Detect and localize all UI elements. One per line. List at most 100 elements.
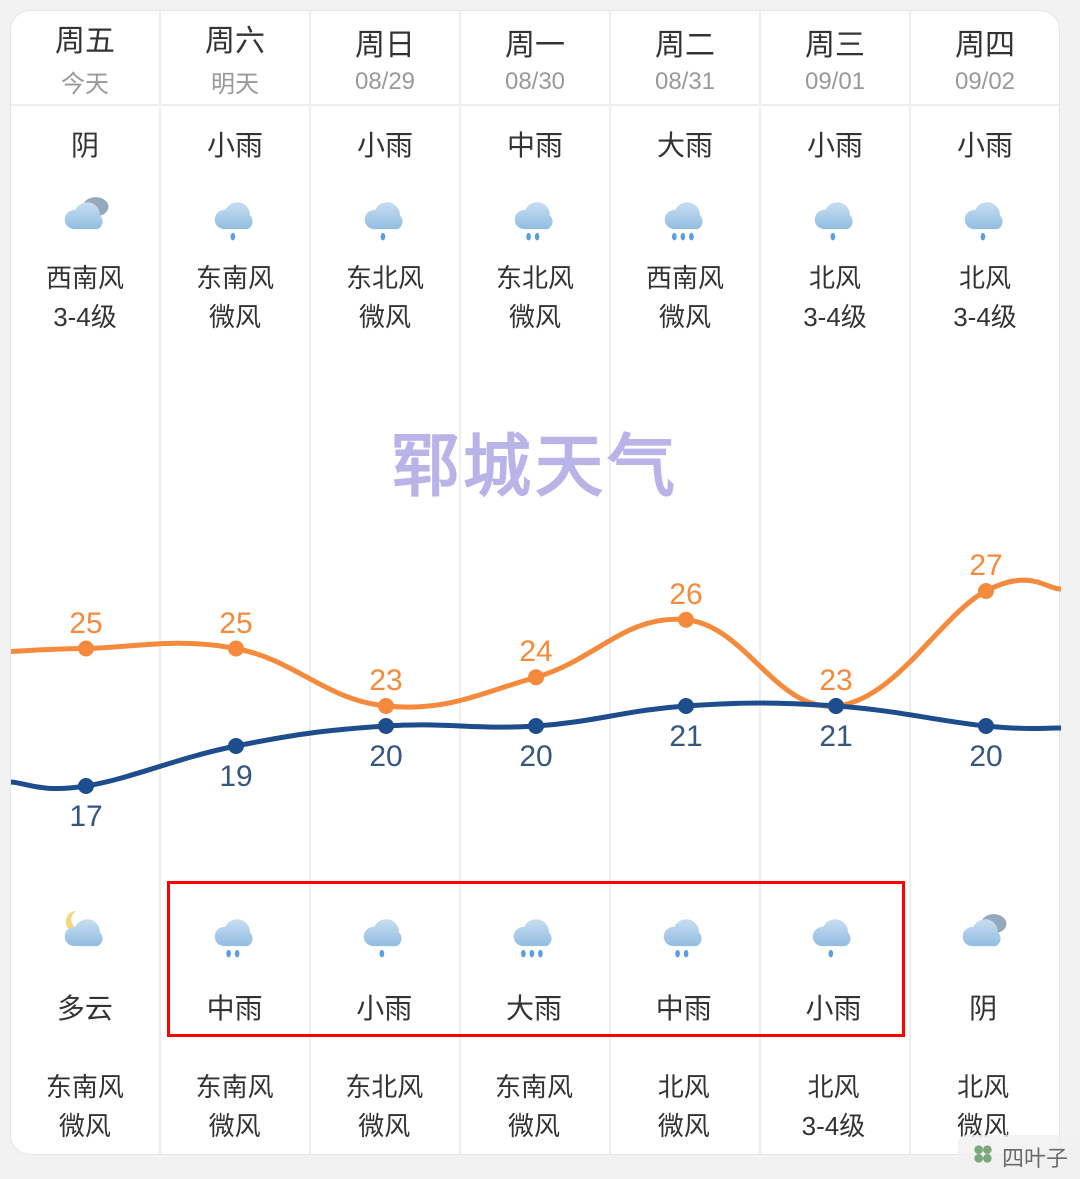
wind-level: 微风 <box>359 297 411 334</box>
footer-badge: 四叶子 <box>958 1135 1080 1179</box>
day-header: 周四 09/02 <box>911 11 1059 106</box>
weather-icon <box>500 176 570 246</box>
night-column: 小雨北风3-4级 <box>760 881 910 1154</box>
high-temp-label: 27 <box>969 549 1002 583</box>
wind-direction: 东北风 <box>496 258 574 295</box>
day-condition: 小雨 <box>807 124 863 164</box>
day-condition: 大雨 <box>657 124 713 164</box>
low-temp-label: 21 <box>669 720 702 754</box>
high-temp-label: 25 <box>69 607 102 641</box>
day-weather: 小雨北风3-4级 <box>800 124 870 334</box>
day-of-week: 周三 <box>805 20 865 64</box>
night-wind-level: 3-4级 <box>802 1106 866 1143</box>
day-header: 周日 08/29 <box>311 11 459 106</box>
wind-direction: 西南风 <box>646 258 724 295</box>
high-temp-label: 23 <box>369 664 402 698</box>
night-condition: 中雨 <box>207 987 263 1027</box>
night-wind-direction: 东南风 <box>495 1067 573 1104</box>
wind-direction: 东北风 <box>346 258 424 295</box>
night-weather-icon <box>349 893 419 963</box>
day-weather: 大雨西南风微风 <box>646 124 724 334</box>
high-temp-label: 23 <box>819 664 852 698</box>
wind-direction: 西南风 <box>46 258 124 295</box>
wind-level: 微风 <box>659 297 711 334</box>
day-of-week: 周二 <box>655 20 715 64</box>
day-of-week: 周五 <box>55 16 115 60</box>
night-weather-icon <box>649 893 719 963</box>
day-condition: 阴 <box>71 124 99 164</box>
day-of-week: 周六 <box>205 16 265 60</box>
weather-icon <box>350 176 420 246</box>
wind-direction: 北风 <box>809 258 861 295</box>
day-weather: 小雨东北风微风 <box>346 124 424 334</box>
low-temp-label: 20 <box>369 740 402 774</box>
night-column: 多云东南风微风 <box>11 881 161 1154</box>
night-column: 小雨东北风微风 <box>310 881 460 1154</box>
day-weather: 小雨东南风微风 <box>196 124 274 334</box>
wind-level: 3-4级 <box>953 297 1017 334</box>
night-weather-icon <box>499 893 569 963</box>
night-wind-direction: 北风 <box>957 1067 1009 1104</box>
day-header: 周五今天 <box>11 11 159 106</box>
night-wind-level: 微风 <box>508 1106 560 1143</box>
day-weather: 中雨东北风微风 <box>496 124 574 334</box>
day-weather: 阴西南风3-4级 <box>46 124 124 334</box>
low-temp-label: 21 <box>819 720 852 754</box>
wind-level: 微风 <box>509 297 561 334</box>
night-condition: 小雨 <box>805 987 861 1027</box>
weather-icon <box>50 176 120 246</box>
clover-icon <box>970 1141 996 1173</box>
low-temp-label: 20 <box>969 740 1002 774</box>
date-sub: 09/01 <box>805 68 865 96</box>
day-of-week: 周日 <box>355 20 415 64</box>
low-temp-label: 20 <box>519 740 552 774</box>
night-column: 中雨北风微风 <box>610 881 760 1154</box>
day-header: 周三 09/01 <box>761 11 909 106</box>
night-wind-direction: 北风 <box>807 1067 859 1104</box>
night-wind-direction: 东南风 <box>196 1067 274 1104</box>
day-condition: 小雨 <box>957 124 1013 164</box>
day-header: 周二08/31 <box>611 11 759 106</box>
high-temp-label: 25 <box>219 607 252 641</box>
night-wind-level: 微风 <box>59 1106 111 1143</box>
night-wind-level: 微风 <box>658 1106 710 1143</box>
night-wind-direction: 东北风 <box>345 1067 423 1104</box>
date-sub: 08/29 <box>355 68 415 96</box>
night-wind-direction: 东南风 <box>46 1067 124 1104</box>
night-wind-level: 微风 <box>209 1106 261 1143</box>
wind-level: 3-4级 <box>53 297 117 334</box>
day-of-week: 周一 <box>505 20 565 64</box>
date-sub: 08/30 <box>505 68 565 96</box>
date-sub: 明天 <box>211 64 259 99</box>
wind-direction: 北风 <box>959 258 1011 295</box>
footer-text: 四叶子 <box>1002 1141 1068 1173</box>
date-sub: 今天 <box>61 64 109 99</box>
night-column: 大雨东南风微风 <box>460 881 610 1154</box>
day-header: 周六明天 <box>161 11 309 106</box>
wind-level: 3-4级 <box>803 297 867 334</box>
night-condition: 阴 <box>969 987 997 1027</box>
day-condition: 小雨 <box>357 124 413 164</box>
night-wind-level: 微风 <box>358 1106 410 1143</box>
low-temp-label: 19 <box>219 760 252 794</box>
day-header: 周一 08/30 <box>461 11 609 106</box>
night-condition: 小雨 <box>356 987 412 1027</box>
night-weather-icon <box>948 893 1018 963</box>
weather-icon <box>650 176 720 246</box>
low-temp-label: 17 <box>69 800 102 834</box>
wind-level: 微风 <box>209 297 261 334</box>
day-condition: 中雨 <box>507 124 563 164</box>
night-weather-icon <box>50 893 120 963</box>
date-sub: 09/02 <box>955 68 1015 96</box>
night-section: 多云东南风微风中雨东南风微风小雨东北风微风大雨东南风微风中雨北风微风小雨北风3-… <box>11 881 1059 1154</box>
day-of-week: 周四 <box>955 20 1015 64</box>
night-wind-direction: 北风 <box>658 1067 710 1104</box>
night-weather-icon <box>798 893 868 963</box>
night-condition: 多云 <box>57 987 113 1027</box>
day-condition: 小雨 <box>207 124 263 164</box>
wind-direction: 东南风 <box>196 258 274 295</box>
night-column: 中雨东南风微风 <box>161 881 311 1154</box>
weather-card: 周五今天阴西南风3-4级周六明天小雨东南风微风周日08/29小雨东北风微风周一0… <box>10 10 1060 1155</box>
weather-icon <box>950 176 1020 246</box>
high-temp-label: 26 <box>669 578 702 612</box>
